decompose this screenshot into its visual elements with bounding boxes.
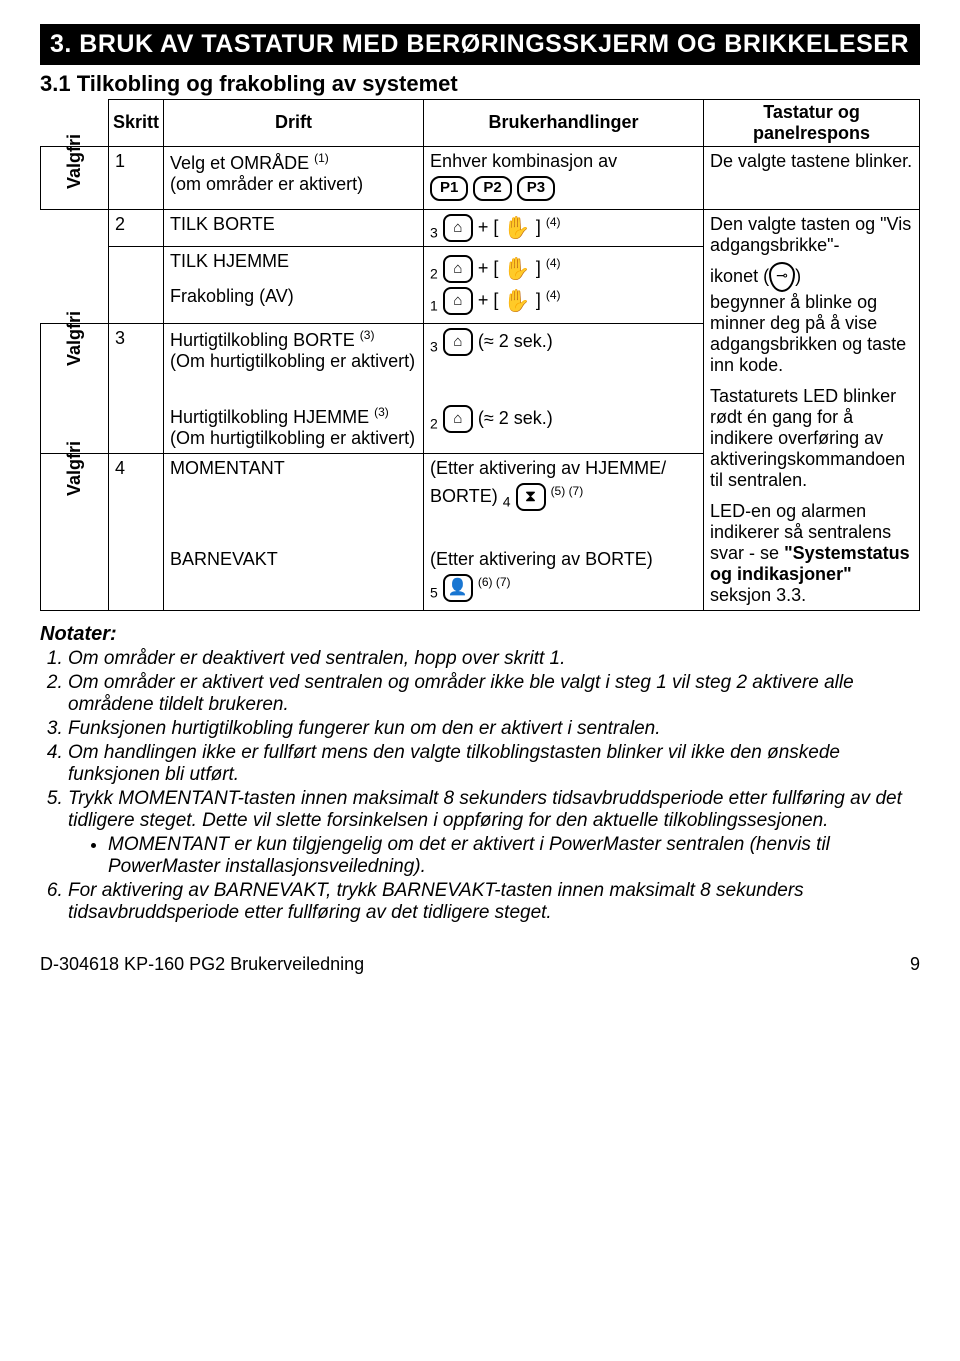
home-icon: ⌂ bbox=[443, 255, 473, 283]
action-2bc: 2 ⌂ + [ ✋ ] (4) 1 ⌂ + [ ✋ ] (4) bbox=[424, 246, 704, 323]
action-4b: (Etter aktivering av BORTE) 5 👤 (6) (7) bbox=[424, 545, 704, 611]
step-3: 3 bbox=[109, 323, 164, 454]
footer-page: 9 bbox=[910, 954, 920, 975]
note-1: Om områder er deaktivert ved sentralen, … bbox=[68, 648, 920, 670]
note-5-sub: MOMENTANT er kun tilgjengelig om det er … bbox=[108, 834, 920, 878]
notes-heading: Notater: bbox=[40, 623, 920, 646]
drift-3a: Hurtigtilkobling BORTE (3) (Om hurtigtil… bbox=[164, 323, 424, 401]
home-icon: ⌂ bbox=[443, 405, 473, 433]
col-response: Tastatur og panelrespons bbox=[704, 99, 920, 146]
action-3b: 2 ⌂ (≈ 2 sek.) bbox=[424, 401, 704, 454]
col-drift: Drift bbox=[164, 99, 424, 146]
valgfri-label-2: Valgfri bbox=[64, 310, 85, 365]
note-4: Om handlingen ikke er fullført mens den … bbox=[68, 742, 920, 786]
drift-3b: Hurtigtilkobling HJEMME (3) (Om hurtigti… bbox=[164, 401, 424, 454]
section-title: 3. BRUK AV TASTATUR MED BERØRINGSSKJERM … bbox=[40, 24, 920, 65]
note-2: Om områder er aktivert ved sentralen og … bbox=[68, 672, 920, 716]
drift-2b: TILK HJEMME Frakobling (AV) bbox=[164, 246, 424, 323]
p3-button-icon: P3 bbox=[517, 176, 555, 201]
action-4a: (Etter aktivering av HJEMME/ BORTE) 4 ⧗ … bbox=[424, 454, 704, 545]
drift-2a: TILK BORTE bbox=[164, 209, 424, 246]
hand-icon: ✋ bbox=[503, 258, 530, 280]
p2-button-icon: P2 bbox=[473, 176, 511, 201]
response-1: De valgte tastene blinker. bbox=[704, 146, 920, 209]
keyfob-icon bbox=[769, 262, 795, 292]
step-2: 2 bbox=[109, 209, 164, 246]
drift-1: Velg et OMRÅDE (1) (om områder er aktive… bbox=[164, 146, 424, 209]
hand-icon: ✋ bbox=[503, 290, 530, 312]
disarm-icon: ⌂ bbox=[443, 287, 473, 315]
action-3a: 3 ⌂ (≈ 2 sek.) bbox=[424, 323, 704, 401]
subsection-title: 3.1 Tilkobling og frakobling av systemet bbox=[40, 71, 920, 97]
p1-button-icon: P1 bbox=[430, 176, 468, 201]
drift-4b: BARNEVAKT bbox=[164, 545, 424, 611]
hand-icon: ✋ bbox=[503, 217, 530, 239]
away-icon: ⌂ bbox=[443, 214, 473, 242]
col-step: Skritt bbox=[109, 99, 164, 146]
col-action: Brukerhandlinger bbox=[424, 99, 704, 146]
step-4: 4 bbox=[109, 454, 164, 611]
drift-4a: MOMENTANT bbox=[164, 454, 424, 545]
instant-icon: ⧗ bbox=[516, 483, 546, 511]
response-block: Den valgte tasten og "Vis adgangsbrikke"… bbox=[704, 209, 920, 610]
valgfri-label-1: Valgfri bbox=[64, 134, 85, 189]
note-5: Trykk MOMENTANT-tasten innen maksimalt 8… bbox=[68, 788, 920, 878]
footer-left: D-304618 KP-160 PG2 Brukerveiledning bbox=[40, 954, 364, 975]
action-2a: 3 ⌂ + [ ✋ ] (4) bbox=[424, 209, 704, 246]
notes-list: Om områder er deaktivert ved sentralen, … bbox=[40, 648, 920, 924]
note-3: Funksjonen hurtigtilkobling fungerer kun… bbox=[68, 718, 920, 740]
latchkey-icon: 👤 bbox=[443, 574, 473, 602]
step-1: 1 bbox=[109, 146, 164, 209]
valgfri-label-3: Valgfri bbox=[64, 441, 85, 496]
procedure-table: Skritt Drift Brukerhandlinger Tastatur o… bbox=[40, 99, 920, 611]
note-6: For aktivering av BARNEVAKT, trykk BARNE… bbox=[68, 880, 920, 924]
action-1: Enhver kombinasjon av P1 P2 P3 bbox=[424, 146, 704, 209]
away-icon: ⌂ bbox=[443, 328, 473, 356]
